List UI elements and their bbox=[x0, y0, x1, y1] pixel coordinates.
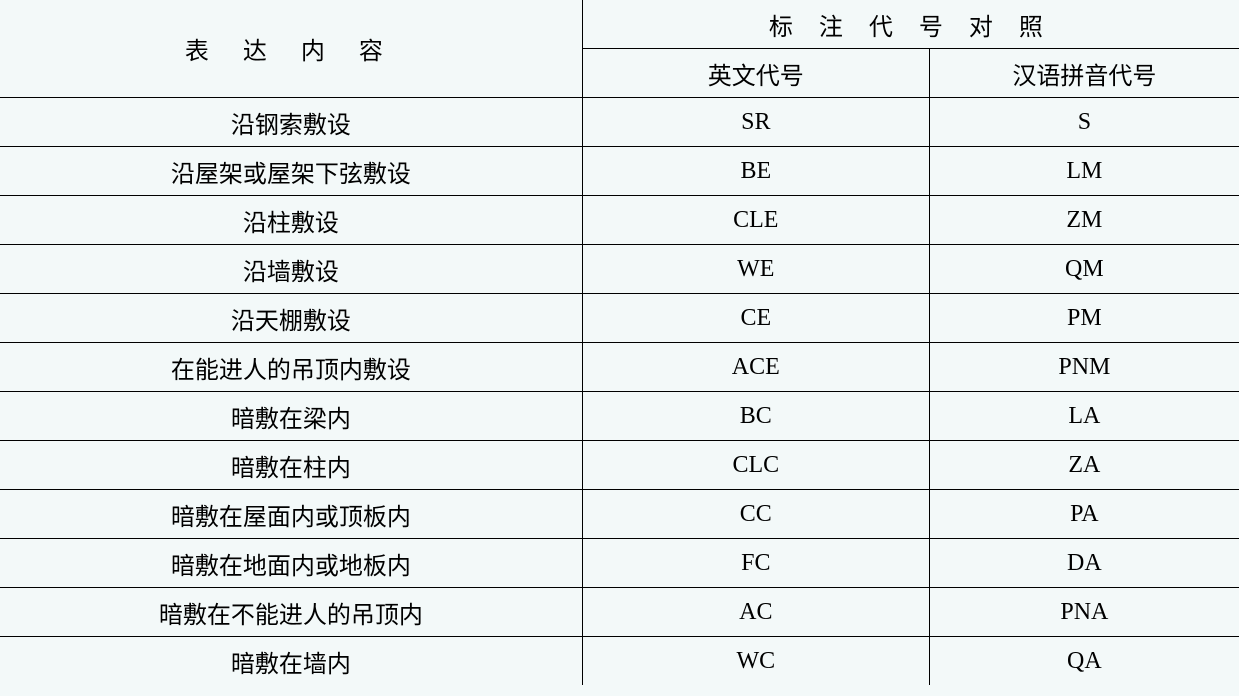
cell-py: LM bbox=[929, 147, 1239, 196]
table-row: 暗敷在柱内 CLC ZA bbox=[0, 441, 1239, 490]
table-row: 沿天棚敷设 CE PM bbox=[0, 294, 1239, 343]
cell-en: WE bbox=[582, 245, 929, 294]
table-row: 暗敷在墙内 WC QA bbox=[0, 637, 1239, 686]
cell-desc: 暗敷在屋面内或顶板内 bbox=[0, 490, 582, 539]
cell-en: ACE bbox=[582, 343, 929, 392]
cell-py: PNM bbox=[929, 343, 1239, 392]
cell-py: LA bbox=[929, 392, 1239, 441]
header-expression: 表 达 内 容 bbox=[0, 0, 582, 98]
table-row: 在能进人的吊顶内敷设 ACE PNM bbox=[0, 343, 1239, 392]
header-pinyin-code: 汉语拼音代号 bbox=[929, 49, 1239, 98]
table-row: 沿屋架或屋架下弦敷设 BE LM bbox=[0, 147, 1239, 196]
cell-desc: 暗敷在地面内或地板内 bbox=[0, 539, 582, 588]
table-row: 沿钢索敷设 SR S bbox=[0, 98, 1239, 147]
header-code-group: 标 注 代 号 对 照 bbox=[582, 0, 1239, 49]
cell-desc: 沿屋架或屋架下弦敷设 bbox=[0, 147, 582, 196]
table-body: 沿钢索敷设 SR S 沿屋架或屋架下弦敷设 BE LM 沿柱敷设 CLE ZM … bbox=[0, 98, 1239, 686]
table-row: 暗敷在不能进人的吊顶内 AC PNA bbox=[0, 588, 1239, 637]
cell-en: SR bbox=[582, 98, 929, 147]
header-english-code: 英文代号 bbox=[582, 49, 929, 98]
cell-en: BE bbox=[582, 147, 929, 196]
cell-desc: 沿墙敷设 bbox=[0, 245, 582, 294]
cell-desc: 暗敷在柱内 bbox=[0, 441, 582, 490]
cell-en: CLC bbox=[582, 441, 929, 490]
cell-py: ZM bbox=[929, 196, 1239, 245]
cell-desc: 沿钢索敷设 bbox=[0, 98, 582, 147]
cell-en: WC bbox=[582, 637, 929, 686]
cell-py: PA bbox=[929, 490, 1239, 539]
cell-desc: 沿柱敷设 bbox=[0, 196, 582, 245]
table-row: 沿柱敷设 CLE ZM bbox=[0, 196, 1239, 245]
cell-py: PM bbox=[929, 294, 1239, 343]
table-row: 暗敷在地面内或地板内 FC DA bbox=[0, 539, 1239, 588]
cell-en: BC bbox=[582, 392, 929, 441]
cell-en: CE bbox=[582, 294, 929, 343]
cell-py: QA bbox=[929, 637, 1239, 686]
cell-py: QM bbox=[929, 245, 1239, 294]
cell-py: DA bbox=[929, 539, 1239, 588]
cell-desc: 暗敷在梁内 bbox=[0, 392, 582, 441]
code-table: 表 达 内 容 标 注 代 号 对 照 英文代号 汉语拼音代号 沿钢索敷设 SR… bbox=[0, 0, 1239, 685]
table-container: 表 达 内 容 标 注 代 号 对 照 英文代号 汉语拼音代号 沿钢索敷设 SR… bbox=[0, 0, 1239, 685]
cell-en: AC bbox=[582, 588, 929, 637]
table-row: 暗敷在屋面内或顶板内 CC PA bbox=[0, 490, 1239, 539]
table-row: 暗敷在梁内 BC LA bbox=[0, 392, 1239, 441]
cell-desc: 沿天棚敷设 bbox=[0, 294, 582, 343]
cell-desc: 暗敷在不能进人的吊顶内 bbox=[0, 588, 582, 637]
cell-py: ZA bbox=[929, 441, 1239, 490]
cell-desc: 在能进人的吊顶内敷设 bbox=[0, 343, 582, 392]
header-row-1: 表 达 内 容 标 注 代 号 对 照 bbox=[0, 0, 1239, 49]
cell-en: CLE bbox=[582, 196, 929, 245]
cell-py: S bbox=[929, 98, 1239, 147]
cell-desc: 暗敷在墙内 bbox=[0, 637, 582, 686]
cell-en: FC bbox=[582, 539, 929, 588]
cell-en: CC bbox=[582, 490, 929, 539]
table-row: 沿墙敷设 WE QM bbox=[0, 245, 1239, 294]
cell-py: PNA bbox=[929, 588, 1239, 637]
